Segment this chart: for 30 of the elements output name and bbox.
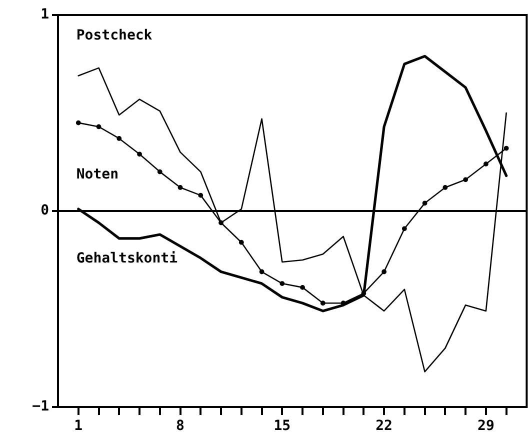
point: [300, 284, 305, 290]
point: [402, 226, 407, 232]
x-tick-label: 1: [74, 418, 83, 434]
series-label: Gehaltskonti: [76, 250, 178, 267]
text: Postcheck: [76, 27, 153, 44]
point: [280, 281, 285, 286]
y-tick-label: 0: [40, 202, 49, 219]
x-tick-label: 22: [376, 418, 392, 434]
point: [382, 269, 386, 274]
point: [259, 269, 264, 274]
point: [76, 120, 81, 126]
series-label: Noten: [76, 166, 119, 182]
point: [463, 177, 468, 182]
point: [320, 300, 326, 306]
point: [504, 146, 509, 151]
point: [178, 185, 183, 190]
point: [96, 124, 102, 130]
point: [157, 169, 162, 174]
x-tick-label: 29: [478, 418, 494, 434]
point: [422, 200, 428, 206]
point: [238, 240, 244, 245]
y-tick-label: −1: [32, 398, 49, 415]
x-tick-label: 8: [176, 418, 184, 434]
point: [198, 192, 204, 198]
point: [483, 162, 488, 166]
point: [137, 152, 142, 157]
y-tick-label: 1: [40, 6, 49, 23]
x-tick-label: 15: [274, 418, 291, 434]
point: [442, 185, 448, 190]
point: [116, 136, 122, 141]
